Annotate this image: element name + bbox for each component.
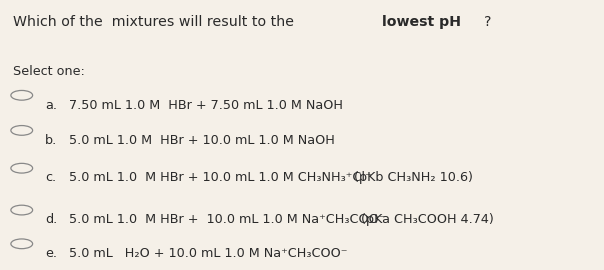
Text: Which of the  mixtures will result to the: Which of the mixtures will result to the [13,15,299,29]
Text: 5.0 mL 1.0  M HBr + 10.0 mL 1.0 M CH₃NH₃⁺Cl⁻: 5.0 mL 1.0 M HBr + 10.0 mL 1.0 M CH₃NH₃⁺… [69,171,372,184]
Text: ?: ? [484,15,491,29]
Text: 7.50 mL 1.0 M  HBr + 7.50 mL 1.0 M NaOH: 7.50 mL 1.0 M HBr + 7.50 mL 1.0 M NaOH [69,99,344,112]
Text: b.: b. [45,134,57,147]
Text: (pKa CH₃COOH 4.74): (pKa CH₃COOH 4.74) [353,213,494,226]
Text: 5.0 mL 1.0 M  HBr + 10.0 mL 1.0 M NaOH: 5.0 mL 1.0 M HBr + 10.0 mL 1.0 M NaOH [69,134,335,147]
Text: e.: e. [45,247,57,260]
Text: Select one:: Select one: [13,65,85,78]
Text: lowest pH: lowest pH [382,15,461,29]
Text: 5.0 mL 1.0  M HBr +  10.0 mL 1.0 M Na⁺CH₃COO⁻: 5.0 mL 1.0 M HBr + 10.0 mL 1.0 M Na⁺CH₃C… [69,213,386,226]
Text: 5.0 mL   H₂O + 10.0 mL 1.0 M Na⁺CH₃COO⁻: 5.0 mL H₂O + 10.0 mL 1.0 M Na⁺CH₃COO⁻ [69,247,348,260]
Text: (pKb CH₃NH₂ 10.6): (pKb CH₃NH₂ 10.6) [338,171,473,184]
Text: c.: c. [45,171,56,184]
Text: d.: d. [45,213,57,226]
Text: a.: a. [45,99,57,112]
